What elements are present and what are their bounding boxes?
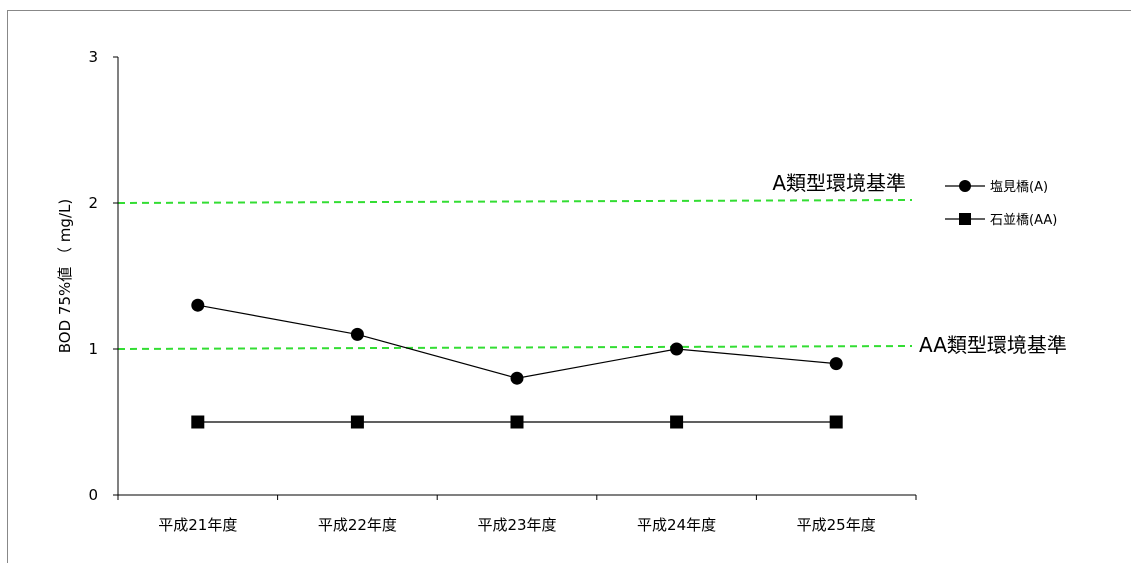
reference-line-label: A類型環境基準 (772, 171, 906, 195)
data-point (510, 415, 524, 429)
data-point (191, 298, 205, 312)
data-point (350, 327, 364, 341)
x-tick-label: 平成24年度 (637, 516, 716, 534)
data-point (829, 357, 843, 371)
data-point (670, 342, 684, 356)
y-tick-label: 2 (88, 194, 98, 212)
y-tick-label: 3 (88, 48, 98, 66)
reference-line (117, 345, 913, 350)
reference-line (117, 199, 913, 204)
legend-marker (959, 213, 971, 225)
data-point (829, 415, 843, 429)
data-point (510, 371, 524, 385)
legend-label: 塩見橋(A) (990, 180, 1048, 195)
chart-frame (7, 10, 1131, 563)
data-series (191, 298, 843, 429)
legend: 塩見橋(A) 石並橋(AA) (945, 180, 1057, 228)
data-point (670, 415, 684, 429)
axes (117, 57, 916, 496)
x-tick-label: 平成22年度 (318, 516, 397, 534)
y-axis-ticks: 0 1 2 3 (88, 48, 118, 504)
x-tick-label: 平成23年度 (477, 516, 556, 534)
reference-line-label: AA類型環境基準 (919, 333, 1067, 357)
y-axis-title: BOD 75%値 （ mg/L) (56, 199, 74, 353)
legend-marker (959, 180, 971, 192)
x-axis-ticks: 平成21年度 平成22年度 平成23年度 平成24年度 平成25年度 (117, 495, 917, 534)
series-line (197, 304, 837, 379)
data-point (350, 415, 364, 429)
legend-label: 石並橋(AA) (990, 213, 1057, 228)
x-tick-label: 平成21年度 (158, 516, 237, 534)
y-tick-label: 1 (88, 340, 98, 358)
data-point (191, 415, 205, 429)
y-tick-label: 0 (88, 486, 98, 504)
reference-lines: A類型環境基準 AA類型環境基準 (117, 171, 1067, 357)
x-tick-label: 平成25年度 (797, 516, 876, 534)
